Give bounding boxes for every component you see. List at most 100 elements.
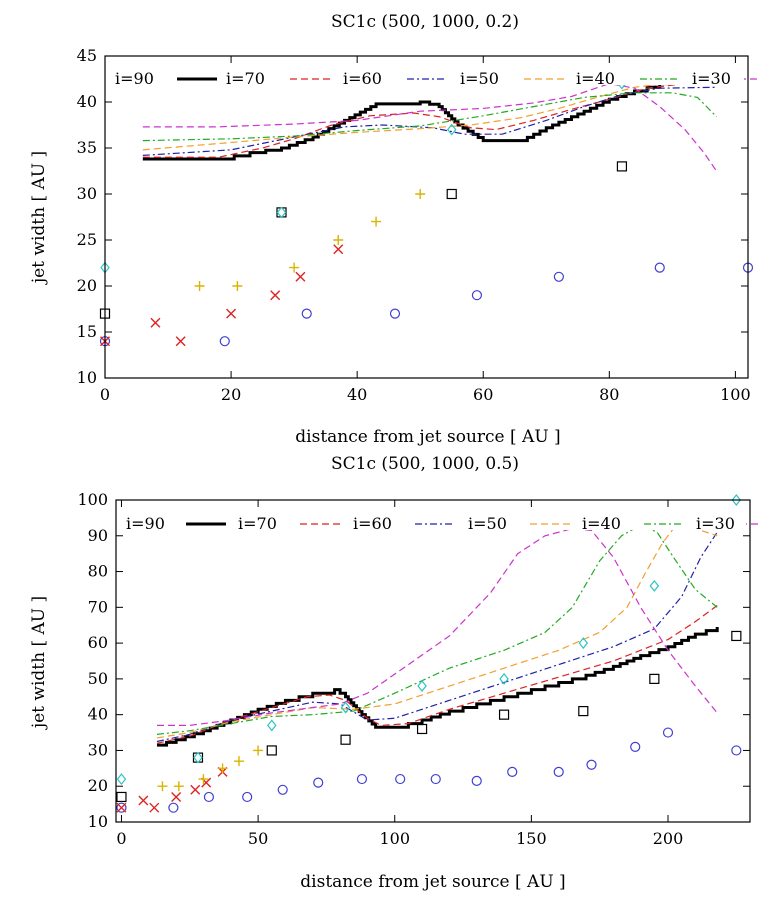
data-point-circle — [654, 262, 665, 273]
data-point-plus — [217, 763, 228, 774]
data-point-circle — [395, 773, 406, 785]
data-point-square — [731, 630, 742, 642]
x-tick-label: 100 — [379, 829, 410, 848]
data-point-diamond — [731, 494, 742, 506]
series-line-i-90 — [156, 627, 719, 747]
data-point-square — [649, 673, 660, 684]
legend-label-i-50: i=50 — [468, 514, 507, 533]
legend-background — [119, 508, 747, 530]
data-point-x — [150, 317, 161, 328]
data-point-square — [416, 723, 428, 735]
data-point-x — [175, 336, 186, 347]
data-point-x — [149, 802, 160, 813]
data-point-plus — [253, 745, 264, 756]
data-point-circle — [168, 802, 179, 813]
data-point-plus — [371, 216, 382, 227]
legend-label-i-70: i=70 — [238, 514, 277, 533]
data-point-square — [616, 161, 628, 172]
series-line-i-30 — [142, 82, 717, 172]
data-point-plus — [415, 189, 426, 199]
data-point-diamond — [193, 751, 203, 764]
data-point-plus — [157, 781, 168, 792]
data-point-circle — [586, 759, 597, 770]
y-tick-label: 35 — [77, 138, 97, 157]
y-tick-label: 80 — [88, 562, 108, 581]
data-point-x — [190, 784, 201, 795]
data-point-circle — [731, 745, 742, 756]
legend-label-i-60: i=60 — [343, 69, 382, 88]
y-axis-label-top: jet width [ AU ] — [29, 151, 49, 285]
data-point-plus — [198, 774, 209, 785]
y-tick-label: 90 — [88, 526, 108, 545]
y-tick-label: 40 — [88, 705, 108, 724]
y-tick-label: 20 — [88, 776, 108, 795]
y-tick-label: 30 — [88, 740, 108, 759]
y-tick-label: 30 — [77, 184, 97, 203]
x-tick-label: 50 — [248, 829, 268, 848]
chart-title-bottom: SC1c (500, 1000, 0.5) — [331, 454, 519, 474]
data-point-plus — [194, 281, 205, 291]
x-axis-label-top: distance from jet source [ AU ] — [295, 427, 560, 447]
y-tick-label: 25 — [77, 230, 97, 249]
data-point-square — [192, 752, 204, 763]
y-tick-label: 60 — [88, 633, 108, 652]
data-point-circle — [553, 766, 564, 778]
series-line-i-60 — [156, 531, 718, 743]
data-point-x — [138, 795, 149, 806]
x-tick-label: 200 — [653, 829, 684, 848]
data-point-diamond — [276, 206, 287, 219]
x-axis-label-bottom: distance from jet source [ AU ] — [300, 872, 565, 892]
data-point-x — [333, 244, 344, 255]
data-point-diamond — [649, 579, 660, 592]
data-point-diamond — [340, 701, 351, 714]
series-line-i-90 — [142, 77, 718, 161]
data-point-circle — [301, 308, 312, 319]
y-tick-label: 50 — [88, 669, 108, 688]
y-tick-label: 15 — [77, 322, 97, 341]
data-point-circle — [242, 791, 253, 803]
y-tick-label: 10 — [88, 812, 108, 831]
data-point-plus — [289, 262, 300, 273]
y-tick-label: 20 — [77, 276, 97, 295]
data-point-circle — [471, 290, 483, 301]
data-point-plus — [173, 781, 184, 792]
y-tick-label: 70 — [88, 597, 108, 616]
x-tick-label: 0 — [100, 385, 110, 404]
series-line-i-40 — [142, 92, 717, 142]
legend-label-i-90: i=90 — [126, 514, 165, 533]
chart-panel-bottom: SC1c (500, 1000, 0.5) distance from jet … — [29, 454, 758, 892]
x-tick-label: 80 — [599, 385, 619, 404]
series-line-i-40 — [156, 524, 718, 735]
series-line-i-50 — [142, 81, 717, 151]
legend-label-i-60: i=60 — [353, 514, 392, 533]
y-axis-label-bottom: jet width [ AU ] — [29, 596, 49, 730]
data-point-square — [340, 734, 351, 745]
legend-label-i-50: i=50 — [460, 69, 499, 88]
legend-label-i-70: i=70 — [226, 69, 265, 88]
legend-label-i-40: i=40 — [576, 69, 615, 88]
data-point-diamond — [266, 719, 277, 732]
data-point-circle — [389, 308, 401, 319]
chart-panel-top: SC1c (500, 1000, 0.2) distance from jet … — [29, 12, 757, 447]
series-line-i-50 — [156, 528, 718, 739]
chart-title-top: SC1c (500, 1000, 0.2) — [331, 12, 519, 32]
legend-background — [108, 63, 745, 85]
y-tick-label: 45 — [77, 46, 97, 65]
data-point-square — [276, 207, 287, 218]
data-point-plus — [232, 281, 243, 291]
data-point-diamond — [446, 123, 457, 136]
data-point-circle — [219, 336, 230, 347]
plot-frame-bottom — [115, 499, 751, 823]
series-line-i-30 — [156, 528, 718, 726]
x-tick-label: 40 — [347, 385, 367, 404]
data-point-circle — [277, 784, 288, 795]
data-point-square — [498, 709, 510, 720]
legend-label-i-40: i=40 — [582, 514, 621, 533]
data-point-x — [171, 791, 182, 802]
data-point-circle — [116, 802, 127, 813]
x-tick-label: 60 — [473, 385, 493, 404]
data-point-diamond — [578, 637, 589, 650]
legend-label-i-30: i=30 — [696, 514, 735, 533]
x-tick-label: 100 — [720, 385, 751, 404]
x-tick-label: 150 — [516, 829, 547, 848]
